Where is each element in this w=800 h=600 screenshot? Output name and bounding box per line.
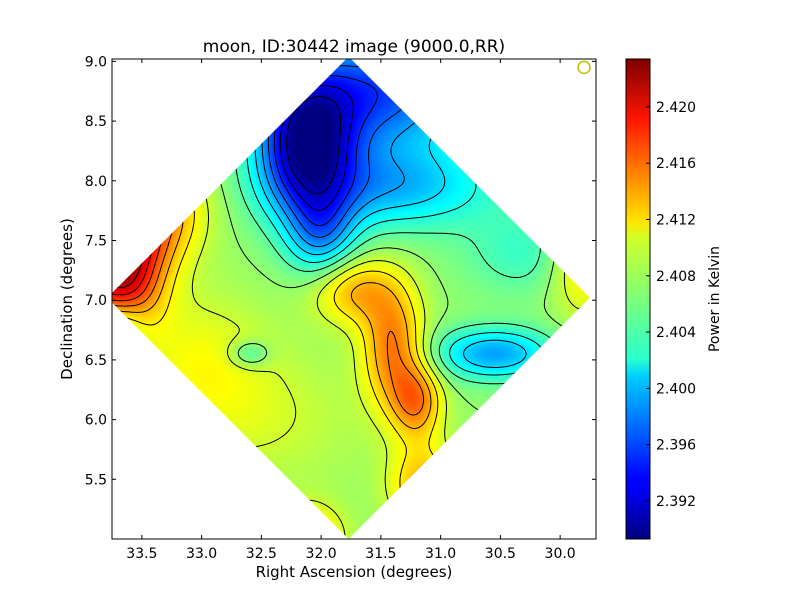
y-tick-label: 9.0 bbox=[85, 54, 107, 70]
colorbar-ticks: 2.392 2.396 2.400 2.404 2.408 2.412 2.416 2.420 bbox=[646, 100, 696, 510]
x-tick-label: 33.5 bbox=[126, 546, 157, 562]
colorbar-tick-label: 2.408 bbox=[656, 269, 696, 285]
colorbar-tick-label: 2.400 bbox=[656, 381, 696, 397]
x-tick-label: 31.0 bbox=[425, 546, 456, 562]
plot-area: 33.5 33.0 32.5 32.0 31.5 31.0 30.5 30.0 5.5 6.0 6… bbox=[85, 54, 597, 562]
y-tick-label: 7.0 bbox=[85, 293, 107, 309]
y-axis-ticks: 5.5 6.0 6.5 7.0 7.5 8.0 8.5 9.0 bbox=[85, 54, 596, 488]
chart-title: moon, ID:30442 image (9000.0,RR) bbox=[203, 37, 505, 57]
colorbar-tick-label: 2.416 bbox=[656, 156, 696, 172]
beam-marker bbox=[577, 60, 591, 75]
colorbar-tick-label: 2.412 bbox=[656, 212, 696, 228]
y-tick-label: 6.5 bbox=[85, 353, 107, 369]
y-axis-label: Declination (degrees) bbox=[58, 218, 76, 380]
y-tick-label: 6.0 bbox=[85, 413, 107, 429]
x-tick-label: 30.0 bbox=[545, 546, 576, 562]
colorbar-gradient bbox=[626, 59, 650, 539]
plot-frame bbox=[111, 58, 597, 540]
y-tick-label: 7.5 bbox=[85, 233, 107, 249]
y-tick-label: 5.5 bbox=[85, 472, 107, 488]
colorbar-label: Power in Kelvin bbox=[707, 246, 723, 352]
colorbar-tick-label: 2.396 bbox=[656, 438, 696, 454]
x-tick-label: 30.5 bbox=[485, 546, 516, 562]
contour-level-0 bbox=[286, 96, 342, 195]
y-tick-label: 8.5 bbox=[85, 114, 107, 130]
colorbar-tick-label: 2.404 bbox=[656, 325, 696, 341]
colorbar-tick-label: 2.392 bbox=[656, 494, 696, 510]
x-axis-ticks: 33.5 33.0 32.5 32.0 31.5 31.0 30.5 30.0 bbox=[126, 59, 576, 562]
colorbar-tick-label: 2.420 bbox=[656, 100, 696, 116]
colorbar-frame bbox=[625, 58, 651, 540]
colorbar: 2.392 2.396 2.400 2.404 2.408 2.412 2.416 2.420… bbox=[625, 58, 723, 540]
x-tick-label: 32.0 bbox=[306, 546, 337, 562]
x-tick-label: 31.5 bbox=[365, 546, 396, 562]
x-tick-label: 32.5 bbox=[246, 546, 277, 562]
x-axis-label: Right Ascension (degrees) bbox=[256, 563, 453, 581]
x-tick-label: 33.0 bbox=[186, 546, 217, 562]
y-tick-label: 8.0 bbox=[85, 174, 107, 190]
